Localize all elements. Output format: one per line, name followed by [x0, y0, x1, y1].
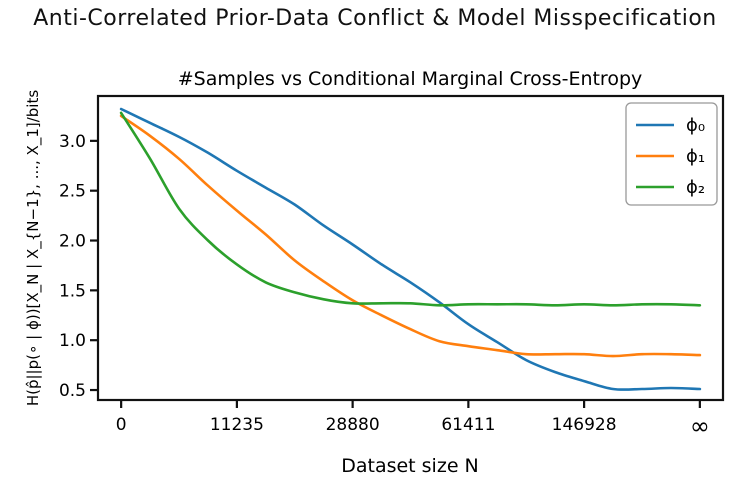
plot-area-frame [96, 94, 725, 402]
y-tick-label: 1.0 [59, 331, 86, 351]
figure-suptitle: Anti-Correlated Prior-Data Conflict & Mo… [33, 6, 717, 31]
series-line-phi0 [119, 107, 702, 391]
legend-label: ϕ₂ [686, 177, 705, 198]
legend: ϕ₀ ϕ₁ ϕ₂ [625, 102, 718, 206]
x-tick-label: 146928 [552, 415, 617, 435]
legend-label: ϕ₁ [686, 146, 705, 167]
x-axis-label: Dataset size N [341, 455, 479, 477]
y-tick-label: 0.5 [59, 381, 86, 401]
series-line-phi1 [119, 114, 702, 358]
y-tick-label: 1.5 [59, 281, 86, 301]
series-line-phi2 [119, 111, 702, 307]
series-lines [119, 107, 702, 391]
legend-label: ϕ₀ [686, 115, 705, 136]
tick-marks: 0.5 1.0 1.5 2.0 2.5 3.0 0 11235 28880 61411 146928… [59, 132, 710, 440]
y-tick-label: 2.0 [59, 232, 86, 252]
y-tick-label: 3.0 [59, 132, 86, 152]
chart-title: #Samples vs Conditional Marginal Cross-E… [178, 68, 643, 90]
x-tick-label: 0 [116, 415, 127, 435]
x-tick-label: 11235 [210, 415, 264, 435]
y-axis-label: H(p̂||p(∘ | ϕ))[X_N | X_{N−1}, ..., X_1]… [24, 90, 43, 407]
legend-box [625, 102, 718, 206]
y-tick-label: 2.5 [59, 182, 86, 202]
x-tick-label: ∞ [690, 412, 710, 440]
x-tick-label: 61411 [441, 415, 495, 435]
x-tick-label: 28880 [326, 415, 380, 435]
